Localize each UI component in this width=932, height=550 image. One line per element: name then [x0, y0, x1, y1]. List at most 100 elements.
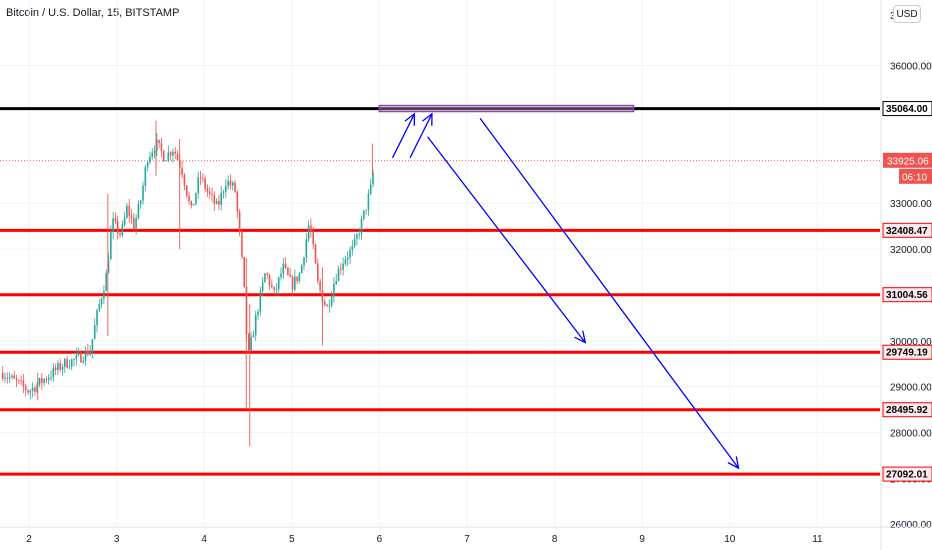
candle-body	[89, 351, 91, 355]
candle-body	[220, 192, 223, 205]
level-label-box	[882, 101, 932, 117]
candle-body	[18, 380, 20, 382]
grid	[0, 0, 880, 527]
candle-body	[236, 191, 239, 212]
candle-body	[197, 177, 200, 194]
candle-body	[344, 259, 347, 264]
candle-body	[128, 205, 131, 216]
candle-body	[277, 277, 280, 290]
candle-body	[300, 265, 303, 274]
candle-body	[305, 239, 308, 258]
candle-body	[296, 276, 298, 281]
candle-body	[284, 263, 287, 268]
candle-body	[254, 314, 257, 336]
time-tick-label: 11	[812, 534, 823, 545]
candle-body	[183, 174, 186, 186]
candle-body	[176, 153, 179, 160]
candle-body	[215, 200, 218, 204]
candle-body	[47, 377, 50, 381]
candle-body	[342, 263, 344, 270]
candle-body	[259, 291, 262, 312]
candle-body	[298, 273, 301, 281]
candle-body	[116, 221, 119, 234]
candle-body	[1, 372, 4, 379]
candle-body	[133, 217, 135, 229]
candle-body	[369, 184, 372, 194]
candle-body	[294, 276, 296, 290]
candle-body	[6, 377, 9, 379]
candle-body	[317, 263, 319, 282]
price-tick-label: 26000.00	[890, 520, 932, 531]
candle-body	[291, 277, 294, 290]
time-tick-label: 6	[377, 534, 383, 545]
candle-body	[213, 194, 216, 204]
candle-body	[314, 244, 317, 264]
candle-body	[24, 386, 27, 391]
price-tick-label: 36000.00	[890, 62, 932, 73]
candle-body	[31, 387, 34, 392]
candle-body	[167, 152, 170, 161]
candle-body	[103, 290, 105, 299]
candle-body	[27, 390, 29, 393]
time-tick-label: 2	[26, 534, 32, 545]
candle-body	[8, 377, 11, 379]
candle-body	[280, 273, 282, 278]
candle-body	[137, 203, 140, 219]
candle-body	[165, 160, 167, 162]
candle-body	[227, 180, 229, 186]
candle-body	[287, 267, 289, 275]
candle-body	[307, 225, 310, 240]
level-label: 32408.47	[886, 226, 928, 237]
candle-body	[225, 185, 227, 192]
candle-body	[36, 384, 39, 392]
candle-body	[22, 380, 25, 387]
candle-body	[105, 272, 108, 291]
candle-body	[310, 225, 312, 232]
candle-body	[222, 191, 225, 193]
time-tick-label: 5	[289, 534, 295, 545]
trend-arrow	[391, 113, 416, 159]
candle-body	[77, 353, 80, 355]
candle-body	[266, 273, 269, 276]
candle-body	[139, 200, 142, 204]
level-label: 27092.01	[886, 470, 928, 481]
candle-body	[273, 286, 275, 290]
candle-body	[126, 205, 128, 218]
candle-body	[59, 363, 62, 370]
candle-body	[282, 263, 285, 274]
candle-body	[91, 339, 94, 352]
candle-body	[229, 180, 232, 186]
candle-body	[142, 185, 144, 201]
candle-body	[202, 177, 204, 179]
price-tick-label: 29000.00	[890, 383, 932, 394]
level-label-box	[882, 222, 932, 238]
countdown-label: 06:10	[902, 172, 927, 183]
candle-body	[257, 311, 259, 315]
time-tick-label: 9	[639, 534, 645, 545]
candle-body	[158, 139, 160, 143]
candle-body	[319, 281, 321, 291]
candle-body	[335, 281, 338, 284]
trend-arrow	[427, 136, 586, 343]
candle-body	[45, 379, 48, 381]
candle-body	[208, 191, 211, 194]
level-label: 28495.92	[886, 405, 928, 416]
candle-body	[204, 178, 206, 189]
candle-body	[174, 151, 177, 154]
candle-body	[367, 193, 370, 210]
currency-badge[interactable]: USD	[893, 5, 921, 23]
level-label: 31004.56	[886, 290, 928, 301]
price-tick-label: 33000.00	[890, 199, 932, 210]
time-tick-label: 10	[724, 534, 736, 545]
candle-body	[144, 167, 147, 186]
candle-body	[218, 200, 220, 205]
candle-body	[323, 301, 326, 305]
candle-body	[112, 218, 114, 232]
candle-body	[93, 325, 96, 340]
candle-body	[100, 298, 103, 305]
candle-body	[185, 185, 188, 196]
candle-body	[34, 387, 36, 392]
candle-body	[346, 257, 349, 260]
candle-body	[43, 379, 45, 383]
